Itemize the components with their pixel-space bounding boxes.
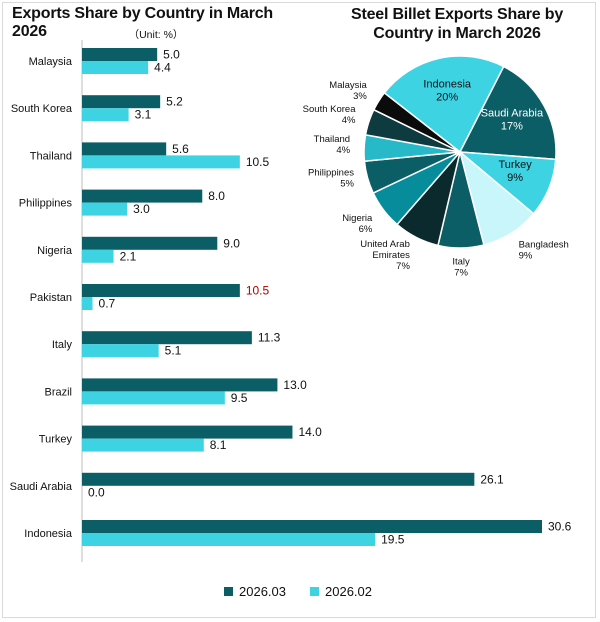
bar-chart-title: Exports Share by Country in March 2026: [12, 5, 274, 40]
bar-malaysia-current: [82, 48, 158, 61]
bar-italy-current: [82, 331, 252, 345]
bar-brazil-current: [82, 378, 278, 392]
bar-malaysia-previous: [82, 61, 149, 74]
unit-label: （Unit: %）: [128, 29, 184, 41]
category-label-philippines: Philippines: [19, 198, 73, 210]
category-label-nigeria: Nigeria: [37, 245, 73, 257]
value-label-thailand-previous: 10.5: [246, 155, 270, 169]
pie-chart-title: Steel Billet Exports Share by Country in…: [350, 6, 564, 42]
category-label-saudi-arabia: Saudi Arabia: [10, 481, 73, 493]
value-label-malaysia-previous: 4.4: [154, 61, 171, 75]
bar-saudi-arabia-current: [82, 472, 475, 486]
value-label-pakistan-current: 10.5: [246, 284, 270, 298]
legend-swatch-previous: [310, 587, 319, 596]
pie-label-south-korea: South Korea 4%: [303, 104, 357, 126]
bar-south-korea-previous: [82, 108, 129, 122]
value-label-brazil-previous: 9.5: [231, 391, 248, 405]
value-label-indonesia-previous: 19.5: [381, 533, 405, 547]
bar-pakistan-current: [82, 284, 240, 297]
value-label-italy-current: 11.3: [258, 331, 281, 345]
value-label-indonesia-current: 30.6: [548, 520, 572, 534]
pie-chart: Indonesia 20% Saudi Arabia 17% Turkey 9% Bangl…: [303, 55, 569, 279]
value-label-south-korea-current: 5.2: [166, 95, 183, 109]
bar-nigeria-previous: [82, 249, 114, 263]
pie-label-indonesia: Indonesia 20%: [423, 78, 472, 103]
category-label-thailand: Thailand: [30, 150, 72, 162]
bar-brazil-previous: [82, 391, 225, 405]
legend-item-previous: 2026.02: [310, 584, 372, 599]
bar-philippines-previous: [82, 202, 128, 216]
value-label-south-korea-previous: 3.1: [135, 108, 152, 122]
pie-label-turkey: Turkey 9%: [498, 159, 532, 184]
pie-label-saudi-arabia: Saudi Arabia 17%: [481, 107, 544, 132]
bar-philippines-current: [82, 189, 203, 203]
bar-italy-previous: [82, 344, 159, 358]
value-label-pakistan-previous: 0.7: [99, 297, 116, 311]
legend-label-current: 2026.03: [239, 584, 286, 599]
pie-slice-malaysia: [372, 91, 461, 153]
legend: 2026.03 2026.02: [224, 584, 396, 599]
pie-label-philippines: Philippines 5%: [308, 168, 355, 190]
pie-label-united-arab-emirates: United Arab Emirates 7%: [360, 239, 410, 272]
value-label-nigeria-previous: 2.1: [120, 249, 137, 263]
bar-indonesia-previous: [82, 533, 376, 546]
category-label-malaysia: Malaysia: [29, 56, 73, 68]
category-label-south-korea: South Korea: [11, 103, 73, 115]
bar-thailand-current: [82, 142, 167, 156]
value-label-philippines-previous: 3.0: [133, 202, 150, 216]
pie-label-thailand: Thailand 4%: [314, 134, 351, 156]
bar-thailand-previous: [82, 155, 240, 169]
bar-chart: Malaysia 5.04.4 South Korea 5.2 3.1 Thailand 5…: [10, 40, 572, 562]
category-label-italy: Italy: [52, 339, 73, 351]
value-label-turkey-previous: 8.1: [210, 438, 227, 452]
bar-turkey-previous: [82, 438, 204, 452]
bar-nigeria-current: [82, 236, 218, 250]
value-label-italy-previous: 5.1: [165, 344, 182, 358]
pie-slice-saudi-arabia: [458, 65, 557, 161]
legend-swatch-current: [224, 587, 233, 596]
value-label-philippines-current: 8.0: [208, 189, 225, 203]
value-label-nigeria-current: 9.0: [223, 236, 240, 250]
category-label-pakistan: Pakistan: [30, 292, 72, 304]
legend-item-current: 2026.03: [224, 584, 286, 599]
value-label-saudi-arabia-current: 26.1: [480, 472, 504, 486]
pie-label-bangladesh: Bangladesh 9%: [519, 240, 569, 262]
value-label-turkey-current: 14.0: [298, 425, 322, 439]
bar-pakistan-previous: [82, 297, 93, 310]
pie-slice-indonesia: [383, 55, 505, 154]
pie-label-malaysia: Malaysia 3%: [329, 80, 367, 102]
bar-indonesia-current: [82, 520, 542, 533]
category-label-brazil: Brazil: [44, 386, 72, 398]
pie-label-nigeria: Nigeria 6%: [342, 213, 373, 235]
value-label-brazil-current: 13.0: [283, 378, 307, 392]
category-label-turkey: Turkey: [39, 434, 73, 446]
bar-south-korea-current: [82, 95, 161, 109]
pie-label-italy: Italy 7%: [452, 257, 470, 279]
value-label-malaysia-current: 5.0: [163, 48, 180, 62]
value-label-thailand-current: 5.6: [172, 142, 189, 156]
bar-turkey-current: [82, 425, 293, 439]
legend-label-previous: 2026.02: [325, 584, 372, 599]
value-label-saudi-arabia-previous: 0.0: [88, 485, 105, 499]
category-label-indonesia: Indonesia: [24, 528, 73, 540]
